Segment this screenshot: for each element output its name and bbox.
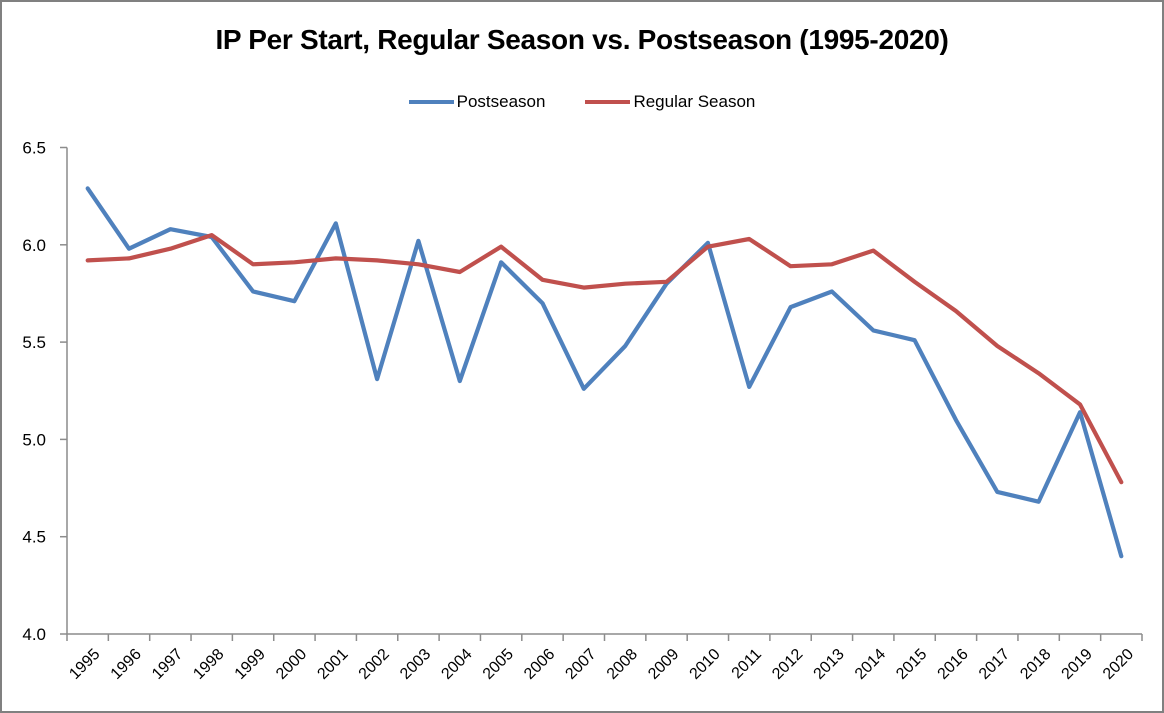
legend-item-postseason: Postseason	[408, 90, 546, 114]
regular-season-series-line	[85, 233, 1124, 485]
regular-season-line-swatch	[585, 100, 631, 104]
x-axis-year-label: 2011	[729, 646, 765, 682]
x-axis-year-label: 1999	[232, 646, 269, 683]
x-axis-year-label: 2001	[314, 646, 351, 683]
y-axis-tick-label: 5.5	[22, 333, 46, 352]
legend-label-postseason: Postseason	[456, 92, 546, 111]
x-axis-year-label: 2014	[852, 646, 889, 683]
x-axis-year-label: 2005	[480, 646, 517, 683]
chart-title: IP Per Start, Regular Season vs. Postsea…	[215, 24, 949, 55]
x-axis-year-label: 2013	[811, 646, 848, 683]
x-axis-year-label: 2002	[356, 646, 393, 683]
x-axis-year-label: 2017	[976, 646, 1013, 683]
y-axis-tick-label: 6.5	[22, 139, 46, 158]
y-axis-tick-label: 4.0	[22, 625, 46, 644]
legend-item-regular-season: Regular Season	[585, 90, 755, 114]
postseason-line-swatch	[408, 100, 454, 104]
legend: Postseason Regular Season	[2, 90, 1162, 114]
x-axis-year-label: 2012	[769, 646, 806, 683]
y-axis-tick-label: 4.5	[22, 528, 46, 547]
x-axis-year-label: 2006	[521, 646, 558, 683]
x-axis-year-label: 2015	[893, 646, 930, 683]
x-axis-year-label: 2000	[273, 646, 310, 683]
y-axis-tick-label: 5.0	[22, 430, 46, 449]
y-axis-tick-label: 6.0	[22, 236, 46, 255]
x-axis-year-label: 2019	[1059, 646, 1096, 683]
x-axis-year-label: 1997	[149, 646, 186, 683]
x-axis-year-label: 2018	[1017, 646, 1054, 683]
legend-label-regular-season: Regular Season	[633, 92, 756, 111]
x-axis-year-label: 1998	[190, 646, 227, 683]
x-axis-year-label: 2009	[645, 646, 682, 683]
x-axis-year-label: 2010	[687, 646, 724, 683]
x-axis-year-label: 2008	[604, 646, 641, 683]
x-axis-year-label: 2003	[397, 646, 434, 683]
x-axis-year-label: 2016	[935, 646, 972, 683]
x-axis-year-label: 2020	[1100, 646, 1137, 683]
x-axis-year-label: 2004	[438, 646, 475, 683]
x-axis-year-label: 1995	[66, 646, 103, 683]
x-axis-year-label: 2007	[562, 646, 599, 683]
x-axis-year-label: 1996	[108, 646, 145, 683]
postseason-series-line	[85, 186, 1124, 559]
